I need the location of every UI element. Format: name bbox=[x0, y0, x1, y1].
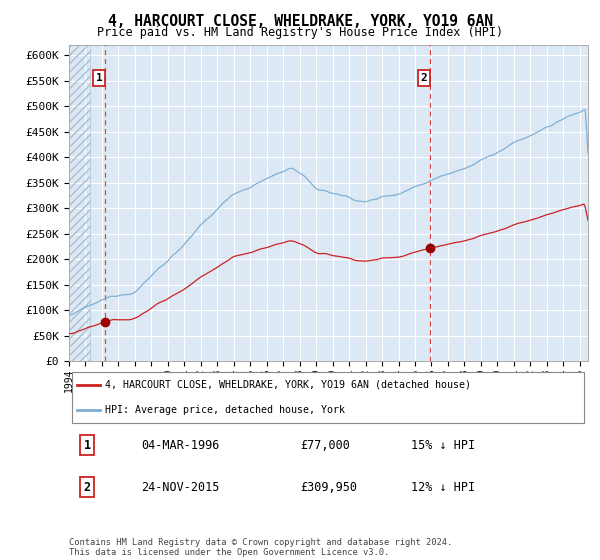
Text: Contains HM Land Registry data © Crown copyright and database right 2024.
This d: Contains HM Land Registry data © Crown c… bbox=[69, 538, 452, 557]
Text: 4, HARCOURT CLOSE, WHELDRAKE, YORK, YO19 6AN (detached house): 4, HARCOURT CLOSE, WHELDRAKE, YORK, YO19… bbox=[106, 380, 472, 390]
Text: 1: 1 bbox=[95, 73, 103, 83]
Text: 2: 2 bbox=[421, 73, 427, 83]
Text: 24-NOV-2015: 24-NOV-2015 bbox=[141, 480, 220, 494]
FancyBboxPatch shape bbox=[71, 372, 584, 423]
Text: HPI: Average price, detached house, York: HPI: Average price, detached house, York bbox=[106, 405, 346, 416]
Text: 04-MAR-1996: 04-MAR-1996 bbox=[141, 438, 220, 452]
Text: 2: 2 bbox=[83, 480, 91, 494]
Text: Price paid vs. HM Land Registry's House Price Index (HPI): Price paid vs. HM Land Registry's House … bbox=[97, 26, 503, 39]
Text: £309,950: £309,950 bbox=[300, 480, 357, 494]
Text: 15% ↓ HPI: 15% ↓ HPI bbox=[411, 438, 475, 452]
Text: 1: 1 bbox=[83, 438, 91, 452]
Text: 12% ↓ HPI: 12% ↓ HPI bbox=[411, 480, 475, 494]
Text: 4, HARCOURT CLOSE, WHELDRAKE, YORK, YO19 6AN: 4, HARCOURT CLOSE, WHELDRAKE, YORK, YO19… bbox=[107, 14, 493, 29]
Text: £77,000: £77,000 bbox=[300, 438, 350, 452]
